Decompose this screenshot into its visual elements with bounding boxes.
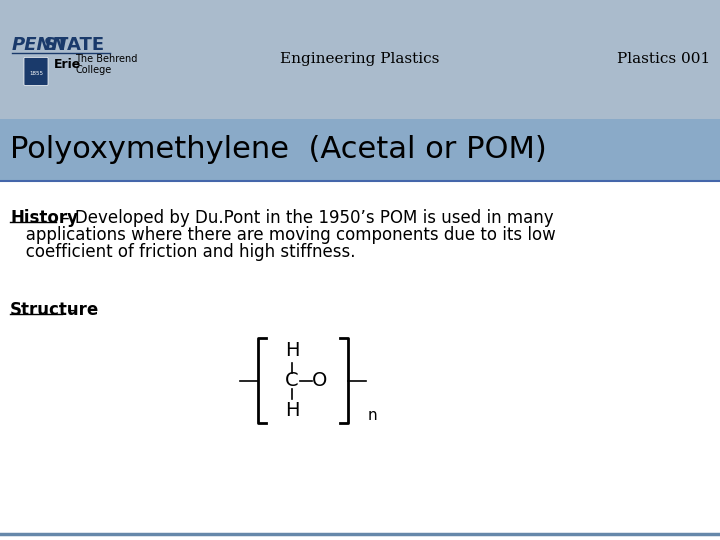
Bar [0, 119, 720, 181]
Bar [0, 0, 720, 119]
Text: – Developed by Du.Pont in the 1950’s POM is used in many: – Developed by Du.Pont in the 1950’s POM… [56, 209, 554, 227]
Text: O: O [312, 372, 328, 390]
Text: n: n [368, 408, 377, 423]
Text: H: H [284, 341, 300, 360]
Text: Polyoxymethylene  (Acetal or POM): Polyoxymethylene (Acetal or POM) [10, 136, 546, 164]
Text: Structure: Structure [10, 301, 99, 319]
Text: PENN: PENN [12, 36, 68, 55]
Text: C: C [285, 372, 299, 390]
Text: History: History [10, 209, 78, 227]
Text: –: – [62, 301, 76, 319]
Text: H: H [284, 401, 300, 421]
Text: applications where there are moving components due to its low: applications where there are moving comp… [10, 226, 556, 244]
Text: 1855: 1855 [29, 71, 43, 76]
Text: Plastics 001: Plastics 001 [617, 52, 710, 66]
Text: coefficient of friction and high stiffness.: coefficient of friction and high stiffne… [10, 243, 356, 261]
Text: Erie: Erie [54, 58, 81, 71]
Text: Engineering Plastics: Engineering Plastics [280, 52, 440, 66]
Text: STATE: STATE [44, 36, 105, 55]
FancyBboxPatch shape [24, 57, 48, 85]
Text: The Behrend
College: The Behrend College [75, 53, 138, 75]
